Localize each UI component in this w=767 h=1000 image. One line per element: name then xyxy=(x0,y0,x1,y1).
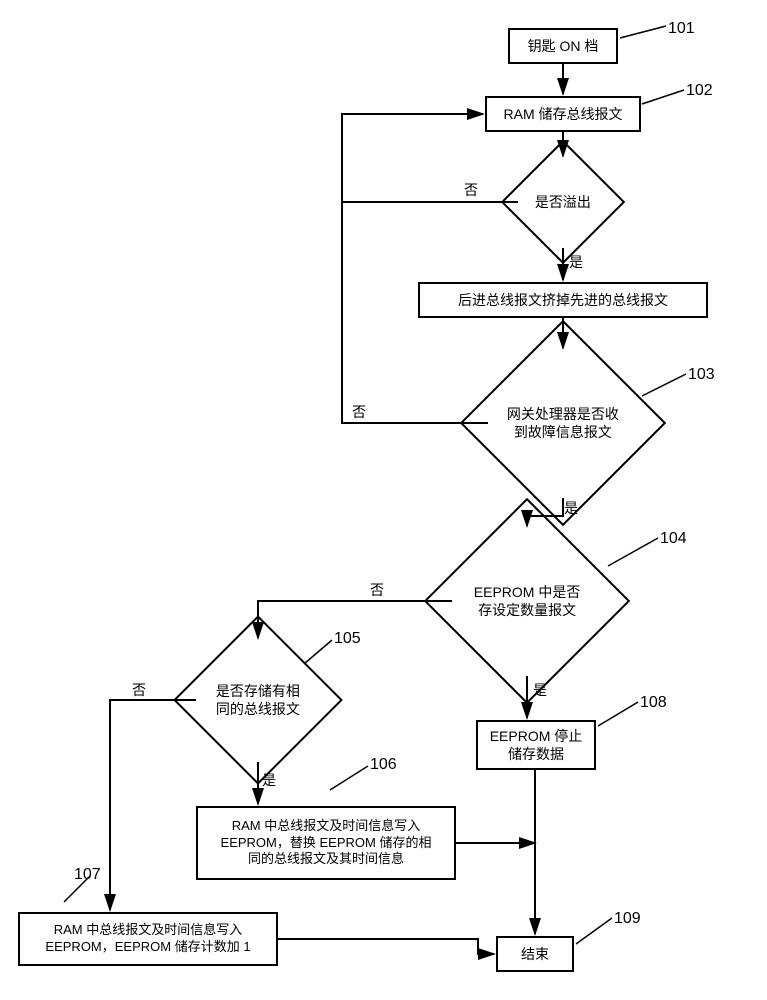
decision-eeprom-count: EEPROM 中是否 存设定数量报文 xyxy=(424,498,630,704)
node-increment-eeprom: RAM 中总线报文及时间信息写入 EEPROM，EEPROM 储存计数加 1 xyxy=(18,912,278,966)
node-text: 结束 xyxy=(521,945,549,963)
diamond-text: 是否溢出 xyxy=(535,193,591,211)
node-ram-store: RAM 储存总线报文 xyxy=(485,96,641,132)
node-text: EEPROM 停止 储存数据 xyxy=(490,727,583,763)
ref-109: 109 xyxy=(614,910,641,928)
node-eeprom-stop: EEPROM 停止 储存数据 xyxy=(476,720,596,770)
ref-106: 106 xyxy=(370,756,397,774)
label-no-105: 否 xyxy=(132,680,146,700)
label-yes-103: 是 xyxy=(564,498,578,518)
ref-102: 102 xyxy=(686,82,713,100)
decision-same-message: 是否存储有相 同的总线报文 xyxy=(173,615,343,785)
node-text: RAM 储存总线报文 xyxy=(504,105,623,123)
diamond-text: EEPROM 中是否 存设定数量报文 xyxy=(474,583,581,619)
diamond-text: 是否存储有相 同的总线报文 xyxy=(216,682,300,718)
label-no-overflow: 否 xyxy=(464,180,478,200)
label-yes-overflow: 是 xyxy=(569,252,583,272)
node-text: 钥匙 ON 档 xyxy=(528,37,599,55)
node-end: 结束 xyxy=(496,936,574,972)
node-squeeze: 后进总线报文挤掉先进的总线报文 xyxy=(418,282,708,318)
node-text: RAM 中总线报文及时间信息写入 EEPROM，替换 EEPROM 储存的相 同… xyxy=(221,818,432,869)
label-no-104: 否 xyxy=(370,580,384,600)
decision-gateway-fault: 网关处理器是否收 到故障信息报文 xyxy=(460,320,666,526)
label-yes-105: 是 xyxy=(262,770,276,790)
ref-108: 108 xyxy=(640,694,667,712)
node-replace-eeprom: RAM 中总线报文及时间信息写入 EEPROM，替换 EEPROM 储存的相 同… xyxy=(196,806,456,880)
decision-overflow: 是否溢出 xyxy=(501,140,625,264)
ref-104: 104 xyxy=(660,530,687,548)
node-text: RAM 中总线报文及时间信息写入 EEPROM，EEPROM 储存计数加 1 xyxy=(45,922,250,956)
ref-105: 105 xyxy=(334,630,361,648)
node-text: 后进总线报文挤掉先进的总线报文 xyxy=(458,291,668,309)
ref-107: 107 xyxy=(74,866,101,884)
ref-103: 103 xyxy=(688,366,715,384)
label-no-103: 否 xyxy=(352,402,366,422)
label-yes-104: 是 xyxy=(533,680,547,700)
diamond-text: 网关处理器是否收 到故障信息报文 xyxy=(507,405,619,441)
node-key-on: 钥匙 ON 档 xyxy=(508,28,618,64)
ref-101: 101 xyxy=(668,20,695,38)
